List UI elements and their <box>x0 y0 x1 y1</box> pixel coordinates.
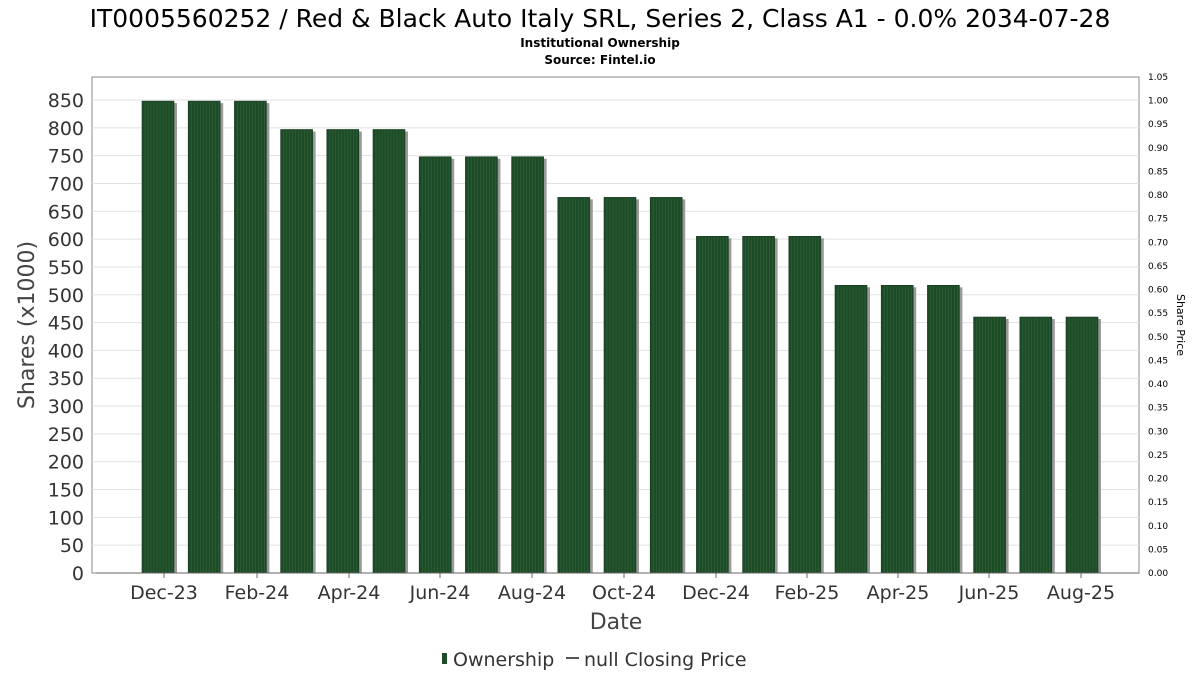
ownership-bar <box>880 285 914 574</box>
y-tick-label: 300 <box>48 396 84 418</box>
ownership-bar <box>1019 316 1053 574</box>
y2-tick-label: 0.40 <box>1148 380 1168 390</box>
ownership-bar <box>788 236 822 574</box>
y2-tick-label: 0.10 <box>1148 522 1168 532</box>
y-tick-label: 400 <box>48 340 84 362</box>
y2-axis-label: Share Price <box>1174 294 1187 356</box>
ownership-bar <box>973 316 1006 574</box>
y-tick-label: 800 <box>48 118 84 140</box>
y-tick-label: 550 <box>48 257 84 279</box>
legend-ownership-label: Ownership <box>453 649 554 671</box>
y-tick-label: 50 <box>60 535 84 557</box>
x-tick-label: Jun-25 <box>958 582 1020 604</box>
y-tick-label: 350 <box>48 368 84 390</box>
ownership-bar <box>465 156 498 574</box>
x-tick-label: Apr-24 <box>318 582 381 604</box>
ownership-bar <box>603 197 637 574</box>
ownership-bar <box>927 285 960 574</box>
y-tick-label: 500 <box>48 285 84 307</box>
y2-tick-label: 0.95 <box>1148 120 1168 130</box>
y2-tick-label: 0.60 <box>1148 286 1168 296</box>
y2-tick-label: 0.75 <box>1148 215 1168 225</box>
y-tick-label: 150 <box>48 480 84 502</box>
x-tick-label: Apr-25 <box>867 582 930 604</box>
y-tick-label: 600 <box>48 229 84 251</box>
ownership-bar <box>696 236 729 574</box>
y-tick-label: 700 <box>48 173 84 195</box>
y2-tick-label: 0.70 <box>1148 238 1168 248</box>
y-axis-label: Shares (x1000) <box>15 241 40 409</box>
x-tick-label: Dec-23 <box>130 582 198 604</box>
x-tick-label: Aug-25 <box>1047 582 1115 604</box>
y2-tick-label: 0.35 <box>1148 404 1168 414</box>
y2-tick-label: 0.65 <box>1148 262 1168 272</box>
x-axis-label: Date <box>590 610 643 635</box>
ownership-bar <box>1065 316 1099 574</box>
bars <box>141 100 1101 574</box>
y2-tick-label: 0.30 <box>1148 427 1168 437</box>
y-tick-label: 650 <box>48 201 84 223</box>
y-axis-ticks: 0 50 100 150 200 250 300 350 400 450 500 550 600 650 7… <box>48 90 84 585</box>
ownership-bar <box>326 129 360 574</box>
y2-axis-ticks: 0.00 0.05 0.10 0.15 0.20 0.25 0.30 0.35 0.40 0.45… <box>1148 73 1168 579</box>
ownership-bar <box>187 100 221 574</box>
y2-tick-label: 0.45 <box>1148 356 1168 366</box>
x-tick-label: Jun-24 <box>409 582 471 604</box>
legend: Ownership null Closing Price <box>442 649 747 671</box>
ownership-bar <box>234 100 267 574</box>
y2-tick-label: 0.55 <box>1148 309 1168 319</box>
y-tick-label: 750 <box>48 146 84 168</box>
y-tick-label: 100 <box>48 507 84 529</box>
y2-tick-label: 0.25 <box>1148 451 1168 461</box>
chart-subtitle-source: Source: Fintel.io <box>544 53 655 67</box>
y-tick-label: 250 <box>48 424 84 446</box>
y-tick-label: 0 <box>72 563 84 585</box>
y2-tick-label: 0.05 <box>1148 545 1168 555</box>
y-tick-label: 450 <box>48 313 84 335</box>
ownership-bar <box>649 197 683 574</box>
x-axis-ticks: Dec-23 Feb-24 Apr-24 Jun-24 Aug-24 Oct-24 Dec-… <box>130 573 1115 604</box>
y2-tick-label: 0.85 <box>1148 167 1168 177</box>
y2-tick-label: 0.80 <box>1148 191 1168 201</box>
legend-price-label: null Closing Price <box>584 649 747 671</box>
ownership-bar <box>834 285 868 574</box>
ownership-bar <box>141 100 175 574</box>
y-tick-label: 200 <box>48 452 84 474</box>
x-tick-label: Dec-24 <box>682 582 750 604</box>
x-tick-label: Aug-24 <box>498 582 566 604</box>
y2-tick-label: 1.05 <box>1148 73 1168 83</box>
y2-tick-label: 0.90 <box>1148 144 1168 154</box>
y2-tick-label: 0.00 <box>1148 569 1168 579</box>
y2-tick-label: 0.20 <box>1148 475 1168 485</box>
y2-tick-label: 1.00 <box>1148 97 1168 107</box>
x-tick-label: Feb-25 <box>775 582 840 604</box>
chart-subtitle-ownership: Institutional Ownership <box>520 36 680 50</box>
y2-tick-label: 0.15 <box>1148 498 1168 508</box>
x-tick-label: Feb-24 <box>225 582 290 604</box>
ownership-bar <box>511 156 544 574</box>
x-tick-label: Oct-24 <box>592 582 656 604</box>
ownership-bar <box>280 129 313 574</box>
y2-tick-label: 0.50 <box>1148 333 1168 343</box>
legend-ownership-swatch <box>442 653 447 664</box>
y-tick-label: 850 <box>48 90 84 112</box>
ownership-bar <box>557 197 591 574</box>
chart-title: IT0005560252 / Red & Black Auto Italy SR… <box>90 4 1111 33</box>
ownership-bar <box>372 129 406 574</box>
